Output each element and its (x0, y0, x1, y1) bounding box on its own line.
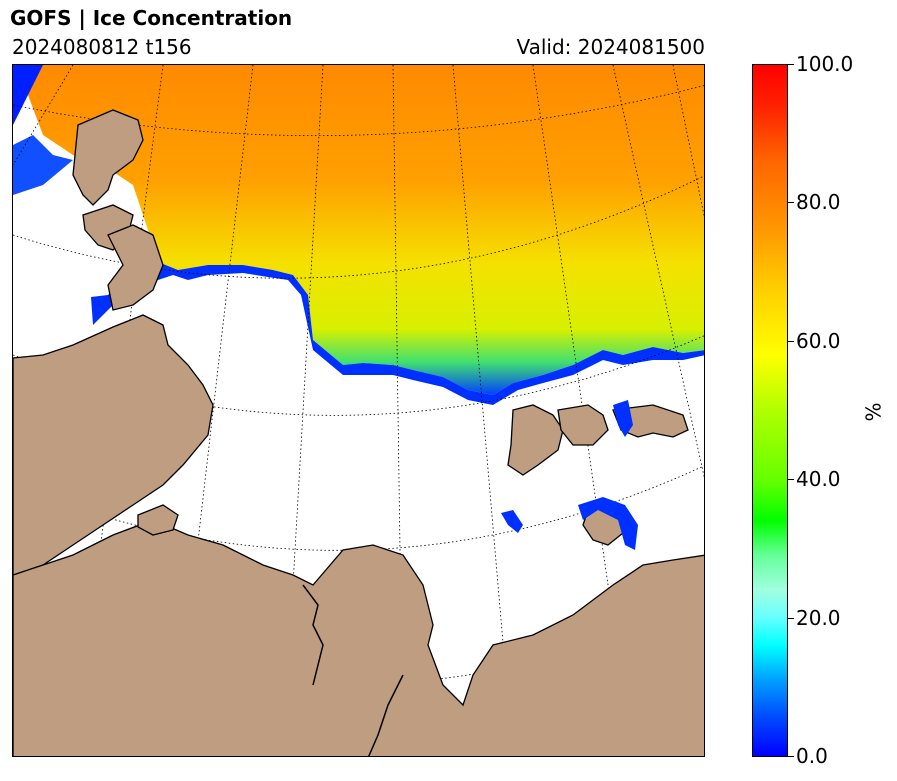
ice-field (28, 65, 704, 395)
run-label: 2024080812 t156 (12, 35, 192, 59)
colorbar-tick (788, 64, 794, 65)
map-canvas (13, 65, 704, 756)
map-panel (12, 64, 705, 757)
ice-patches (501, 400, 638, 550)
colorbar-label: 40.0 (796, 467, 841, 491)
map-title: GOFS | Ice Concentration (10, 6, 293, 30)
colorbar-tick (788, 756, 794, 757)
land-masses (13, 109, 704, 756)
colorbar-tick (788, 202, 794, 203)
colorbar-label: 60.0 (796, 329, 841, 353)
colorbar-label: 100.0 (796, 52, 854, 76)
valid-label: Valid: 2024081500 (516, 35, 705, 59)
colorbar-tick (788, 618, 794, 619)
colorbar-tick (788, 341, 794, 342)
colorbar (752, 64, 788, 757)
colorbar-label: 20.0 (796, 606, 841, 630)
colorbar-tick (788, 479, 794, 480)
rivers (302, 584, 404, 756)
colorbar-label: 80.0 (796, 190, 841, 214)
colorbar-unit: % (861, 402, 886, 422)
colorbar-label: 0.0 (796, 744, 828, 768)
